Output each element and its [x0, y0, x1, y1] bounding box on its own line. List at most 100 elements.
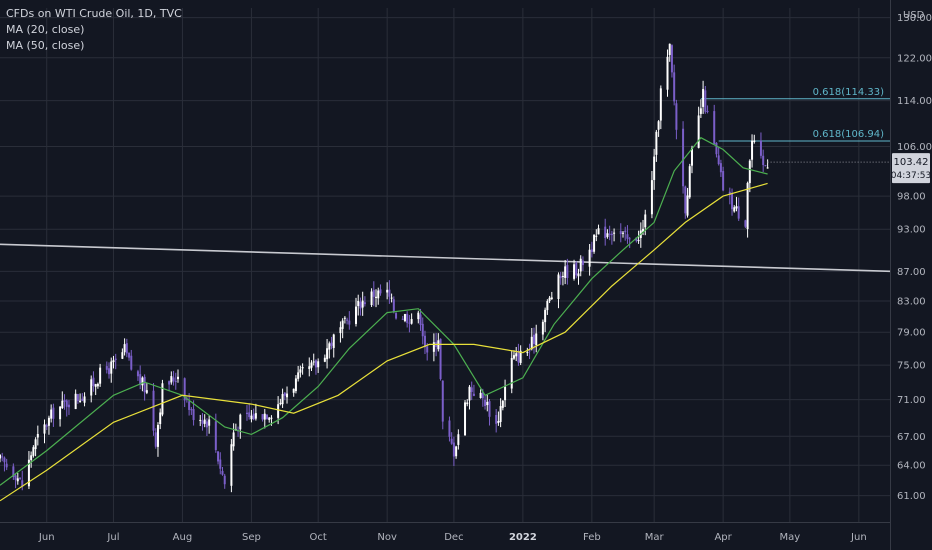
bar-countdown: 04:37:53: [891, 171, 931, 181]
legend-title[interactable]: CFDs on WTI Crude Oil, 1D, TVC: [6, 7, 182, 20]
candle-body: [343, 317, 346, 319]
candle-body: [544, 309, 547, 323]
candle-body: [248, 412, 251, 418]
candle-body: [517, 352, 520, 363]
candle-body: [644, 214, 647, 228]
candle-body: [61, 400, 64, 408]
candle-body: [239, 414, 242, 430]
candle-body: [637, 240, 640, 242]
candle-body: [642, 228, 645, 232]
candle-body: [510, 358, 513, 389]
candle-body: [372, 289, 375, 297]
legend-ma50[interactable]: MA (50, close): [6, 39, 85, 52]
x-tick-label: May: [780, 532, 801, 543]
candle-body: [501, 400, 504, 408]
candle-body: [417, 312, 420, 320]
candle-body: [174, 380, 177, 382]
candle-body: [208, 419, 211, 426]
candle-body: [159, 412, 162, 425]
candle-body: [245, 412, 248, 415]
candle-body: [328, 343, 331, 350]
candle-body: [595, 235, 598, 237]
candle-body: [252, 413, 255, 420]
candle-body: [361, 300, 364, 308]
trendline[interactable]: [0, 243, 891, 273]
candle-body: [390, 297, 393, 299]
x-tick-label: Aug: [173, 532, 193, 543]
candle-body: [702, 89, 705, 107]
candle-body: [624, 230, 627, 233]
candle-body: [673, 72, 676, 102]
candle-body: [581, 260, 584, 266]
y-tick-label: 106.00: [897, 142, 932, 153]
candle-body: [34, 439, 37, 450]
candle-body: [715, 142, 718, 155]
candle-body: [130, 355, 133, 370]
candle-body: [559, 276, 562, 279]
candle-body: [470, 387, 473, 392]
candle-body: [423, 335, 426, 348]
x-tick-label: Sep: [242, 532, 261, 543]
candle-body: [12, 466, 15, 477]
candle-body: [668, 43, 671, 55]
candle-body: [526, 352, 529, 354]
candle-body: [199, 419, 202, 421]
candle-body: [357, 300, 360, 307]
candle-body: [530, 336, 533, 350]
candle-body: [561, 275, 564, 277]
candle-body: [96, 383, 99, 387]
candle-body: [346, 319, 349, 321]
candle-body: [330, 342, 333, 346]
candle-body: [294, 378, 297, 392]
candle-body: [183, 378, 186, 401]
candle-body: [535, 333, 538, 346]
ma20-line: [0, 136, 768, 486]
candle-body: [156, 424, 159, 447]
candle-body: [108, 368, 111, 375]
candle-body: [666, 56, 669, 90]
candle-body: [497, 420, 500, 423]
candle-body: [401, 318, 404, 320]
candle-body: [314, 360, 317, 368]
candle-body: [79, 400, 82, 402]
candle-body: [83, 396, 86, 403]
candle-body: [266, 414, 268, 419]
candle-body: [5, 463, 8, 468]
candle-body: [670, 45, 673, 73]
last-price-value: 103.42: [894, 157, 929, 168]
candle-body: [230, 444, 233, 486]
candle-body: [99, 367, 102, 384]
candle-body: [177, 376, 179, 380]
candle-body: [441, 380, 444, 422]
candle-body: [161, 383, 164, 415]
candle-body: [753, 140, 756, 142]
candle-body: [339, 327, 342, 334]
candle-body: [219, 459, 222, 469]
candle-body: [659, 88, 662, 121]
candle-body: [610, 233, 613, 236]
candle-body: [112, 360, 115, 363]
fib-levels[interactable]: 0.618(114.33) 0.618(106.94): [700, 87, 890, 142]
ma50-line: [0, 182, 768, 502]
legend: CFDs on WTI Crude Oil, 1D, TVC MA (20, c…: [6, 6, 182, 54]
candle-body: [203, 419, 206, 424]
candle-body: [263, 413, 266, 420]
candle-body: [279, 402, 282, 404]
candle-body: [363, 302, 366, 305]
candle-body: [722, 171, 725, 191]
candle-body: [686, 195, 689, 216]
candle-body: [105, 366, 108, 370]
legend-ma20[interactable]: MA (20, close): [6, 23, 85, 36]
x-tick-label: Mar: [645, 532, 665, 543]
candle-body: [297, 372, 300, 379]
candle-body: [292, 388, 295, 393]
candle-body: [136, 371, 139, 377]
candle-body: [323, 357, 326, 362]
candle-body: [223, 475, 226, 485]
candle-body: [590, 249, 593, 253]
candle-body: [261, 414, 264, 420]
candle-body: [326, 348, 329, 360]
